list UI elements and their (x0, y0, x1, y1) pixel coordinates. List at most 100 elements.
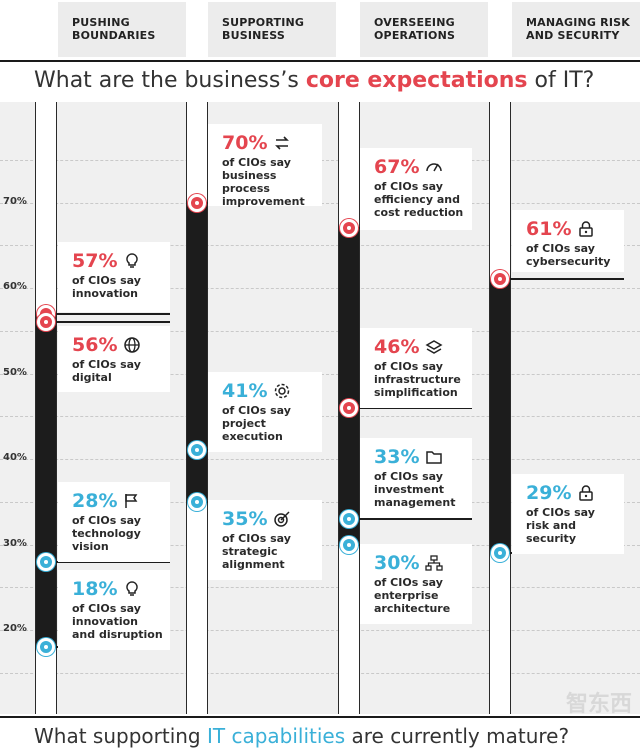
lightbulb-icon (123, 252, 141, 270)
data-point (491, 270, 509, 289)
stat-card: 67% of CIOs say efficiency and cost reduc… (360, 148, 472, 230)
target-icon (273, 510, 291, 528)
stat-card: 18% of CIOs say innovation and disruption (58, 570, 170, 650)
folder-icon (425, 448, 443, 466)
stat-description: of CIOs say enterprise architecture (374, 576, 451, 615)
stat-card: 46% of CIOs say infrastructure simplifica… (360, 328, 472, 408)
column-header-pushing-boundaries: PUSHING BOUNDARIES (58, 2, 186, 57)
data-label: 33% (374, 446, 420, 468)
data-point (491, 544, 509, 563)
stat-description: of CIOs say project execution (222, 404, 291, 443)
y-tick-label: 20% (3, 623, 27, 634)
gridline (0, 330, 640, 332)
flag-icon (123, 492, 141, 510)
footer-highlight: IT capabilities (206, 724, 346, 748)
gridline (0, 630, 640, 631)
stat-card: 70% of CIOs say business process improvem… (208, 124, 322, 208)
range-bar (339, 228, 359, 545)
stat-card: 56% of CIOs say digital (58, 326, 170, 392)
stat-card: 28% of CIOs say technology vision (58, 482, 170, 562)
stat-description: of CIOs say innovation (72, 274, 141, 300)
title-before: What are the business’s (34, 68, 306, 93)
stat-description: of CIOs say technology vision (72, 514, 141, 553)
title-after: of IT? (527, 68, 595, 93)
data-label: 57% (72, 250, 118, 272)
stat-description: of CIOs say cybersecurity (526, 242, 611, 268)
stat-description: of CIOs say strategic alignment (222, 532, 291, 571)
stat-description: of CIOs say risk and security (526, 506, 595, 545)
leader-line (46, 321, 170, 324)
network-icon (425, 554, 444, 572)
stat-description: of CIOs say innovation and disruption (72, 602, 163, 641)
lightbulb-icon (123, 580, 141, 598)
data-label: 41% (222, 380, 268, 402)
stat-description: of CIOs say investment management (374, 470, 456, 509)
y-tick-label: 70% (3, 195, 27, 207)
data-point (188, 441, 206, 460)
top-divider (0, 60, 640, 62)
stat-description: of CIOs say infrastructure simplificatio… (374, 360, 461, 399)
data-label: 67% (374, 156, 420, 178)
stat-card: 35% of CIOs say strategic alignment (208, 500, 322, 580)
data-point (340, 398, 358, 417)
data-point (188, 492, 206, 511)
column-header-overseeing-operations: OVERSEEING OPERATIONS (360, 2, 488, 57)
data-point (340, 535, 358, 554)
stat-card: 30% of CIOs say enterprise architecture (360, 544, 472, 624)
arrows-cycle-icon (273, 134, 291, 152)
y-tick-label: 30% (3, 537, 27, 549)
gridline (0, 245, 640, 247)
column-header-managing-risk: MANAGING RISK AND SECURITY (512, 2, 640, 57)
leader-line (46, 312, 170, 315)
lock-icon (577, 484, 595, 502)
range-bar (187, 202, 207, 502)
leader-line (349, 517, 472, 520)
data-label: 61% (526, 218, 572, 240)
lock-icon (577, 220, 595, 238)
leader-line (500, 278, 624, 281)
y-tick-label: 60% (3, 281, 27, 292)
title-highlight: core expectations (305, 68, 528, 93)
data-point (37, 638, 55, 657)
stat-description: of CIOs say digital (72, 358, 141, 384)
stat-description: of CIOs say efficiency and cost reductio… (374, 180, 464, 219)
y-tick-label: 50% (3, 366, 27, 378)
data-label: 29% (526, 482, 572, 504)
data-point (37, 552, 55, 571)
data-point (188, 193, 206, 212)
data-point (37, 313, 55, 332)
stat-card: 33% of CIOs say investment management (360, 438, 472, 518)
bottom-divider (0, 716, 640, 718)
data-label: 30% (374, 552, 420, 574)
stat-card: 41% of CIOs say project execution (208, 372, 322, 452)
footer-after: are currently mature? (345, 724, 570, 748)
stat-card: 57% of CIOs say innovation (58, 242, 170, 312)
gridline (0, 587, 640, 589)
stat-card: 61% of CIOs say cybersecurity (512, 210, 624, 272)
stat-description: of CIOs say business process improvement (222, 156, 305, 208)
globe-icon (123, 336, 141, 354)
layers-icon (425, 338, 443, 356)
y-tick-label: 40% (3, 452, 27, 463)
data-label: 70% (222, 132, 268, 154)
watermark: 智东西 (565, 692, 632, 717)
speedometer-icon (425, 158, 443, 176)
data-label: 18% (72, 578, 118, 600)
data-point (340, 219, 358, 238)
stat-card: 29% of CIOs say risk and security (512, 474, 624, 554)
range-bar (490, 279, 510, 554)
gear-icon (273, 382, 291, 400)
gridline (0, 672, 640, 674)
data-label: 28% (72, 490, 118, 512)
gridline (0, 288, 640, 289)
range-bar (36, 313, 56, 648)
chart-footer: What supporting IT capabilities are curr… (34, 722, 634, 750)
footer-before: What supporting (34, 724, 207, 748)
data-label: 56% (72, 334, 118, 356)
data-label: 46% (374, 336, 420, 358)
data-label: 35% (222, 508, 268, 530)
chart-title: What are the business’s core expectation… (34, 66, 634, 96)
column-header-supporting-business: SUPPORTING BUSINESS (208, 2, 336, 57)
gridline (0, 459, 640, 460)
